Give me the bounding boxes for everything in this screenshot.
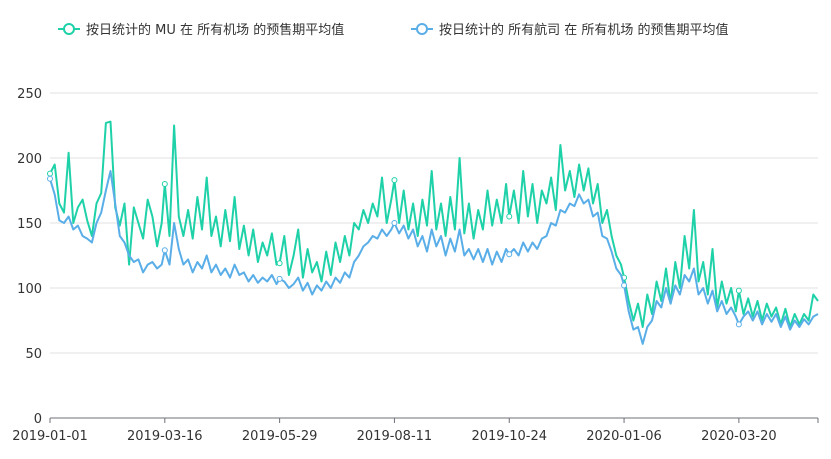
series-mu	[47, 120, 819, 328]
data-point-all-airlines-2019-01-01	[47, 175, 53, 182]
y-tick-label-250: 250	[17, 87, 42, 102]
data-point-mu-2019-08-11	[391, 177, 398, 184]
data-point-all-airlines-2019-05-29	[276, 275, 283, 282]
x-tick-label-2019-08-11: 2019-08-11	[357, 429, 433, 444]
x-tick-label-2020-03-20: 2020-03-20	[701, 429, 777, 444]
x-tick-label-2019-03-16: 2019-03-16	[127, 429, 203, 444]
legend-swatch-marker-mu	[63, 23, 75, 35]
x-tick-label-2019-05-29: 2019-05-29	[242, 429, 318, 444]
series-all-airlines	[47, 170, 819, 345]
data-point-all-airlines-2019-08-11	[391, 220, 398, 226]
legend-swatch-marker-all-airlines	[416, 23, 428, 35]
data-point-all-airlines-2020-03-20	[735, 321, 742, 328]
y-tick-label-0: 0	[34, 412, 42, 427]
y-tick-label-200: 200	[17, 152, 42, 167]
x-tick-label-2020-01-06: 2020-01-06	[586, 429, 662, 444]
data-point-mu-2019-01-01	[47, 170, 53, 177]
legend-label-all-airlines: 按日统计的 所有航司 在 所有机场 的预售期平均值	[439, 22, 729, 38]
x-tick-label-2019-01-01: 2019-01-01	[12, 429, 88, 444]
legend-label-mu: 按日统计的 MU 在 所有机场 的预售期平均值	[86, 22, 344, 38]
x-axis: 2019-01-01 2019-03-16 2019-05-29 2019-08-11…	[12, 418, 819, 444]
legend-item-all-airlines[interactable]: 按日统计的 所有航司 在 所有机场 的预售期平均值	[411, 22, 729, 38]
y-tick-label-100: 100	[17, 282, 42, 297]
series-line-all-airlines	[49, 170, 819, 345]
data-point-mu-2019-10-24	[506, 213, 513, 220]
y-tick-label-150: 150	[17, 217, 42, 232]
data-point-mu-2019-03-16	[161, 181, 168, 187]
data-point-all-airlines-2019-03-16	[161, 247, 168, 254]
data-point-mu-2020-03-20	[735, 287, 742, 294]
series-layer	[47, 120, 819, 345]
series-line-mu	[49, 120, 819, 328]
data-point-mu-2019-05-29	[276, 260, 283, 267]
legend-item-mu[interactable]: 按日统计的 MU 在 所有机场 的预售期平均值	[58, 22, 344, 38]
data-point-all-airlines-2020-01-06	[621, 282, 628, 289]
x-tick-label-2019-10-24: 2019-10-24	[471, 429, 547, 444]
y-axis: 0 50 100 150 200 250	[17, 87, 42, 427]
data-point-all-airlines-2019-10-24	[506, 251, 513, 258]
y-tick-label-50: 50	[25, 347, 42, 362]
grid-layer	[50, 92, 818, 419]
legend: 按日统计的 MU 在 所有机场 的预售期平均值 按日统计的 所有航司 在 所有机…	[58, 22, 729, 38]
